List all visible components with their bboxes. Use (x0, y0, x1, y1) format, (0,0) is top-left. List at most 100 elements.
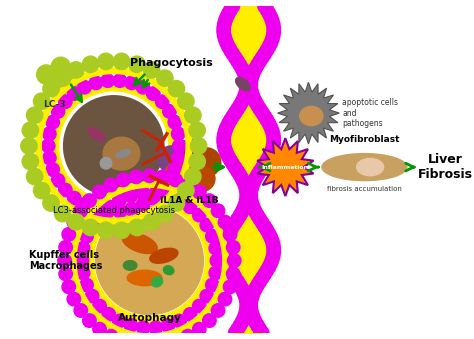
Circle shape (240, 186, 254, 200)
Circle shape (245, 304, 258, 318)
Circle shape (137, 187, 150, 200)
Circle shape (169, 335, 182, 339)
Circle shape (251, 58, 264, 72)
Circle shape (55, 205, 71, 222)
Circle shape (200, 290, 213, 303)
Circle shape (223, 227, 237, 241)
Circle shape (247, 201, 260, 215)
Circle shape (157, 70, 173, 86)
Circle shape (239, 183, 253, 196)
Circle shape (36, 65, 56, 84)
Circle shape (231, 102, 245, 116)
Circle shape (124, 319, 138, 332)
Circle shape (85, 290, 99, 303)
Circle shape (104, 330, 118, 339)
Circle shape (55, 70, 71, 86)
Circle shape (136, 80, 150, 94)
Circle shape (251, 99, 264, 112)
Circle shape (34, 182, 50, 199)
Circle shape (183, 308, 197, 321)
Circle shape (218, 18, 231, 31)
Circle shape (222, 227, 235, 240)
Circle shape (43, 151, 56, 165)
Circle shape (253, 322, 266, 336)
Circle shape (21, 138, 37, 154)
Circle shape (218, 29, 231, 42)
Circle shape (220, 121, 233, 134)
Circle shape (246, 87, 259, 101)
Circle shape (210, 254, 224, 267)
Circle shape (239, 293, 253, 306)
Circle shape (237, 91, 251, 105)
Circle shape (224, 154, 237, 167)
Circle shape (95, 206, 203, 315)
Circle shape (264, 146, 278, 160)
Circle shape (235, 172, 249, 185)
Polygon shape (257, 138, 313, 196)
Circle shape (264, 231, 278, 244)
Circle shape (238, 179, 252, 193)
Circle shape (62, 227, 75, 241)
Circle shape (231, 275, 245, 288)
Circle shape (266, 238, 280, 252)
Circle shape (233, 168, 246, 182)
Circle shape (245, 73, 258, 86)
Ellipse shape (236, 78, 250, 91)
Circle shape (222, 40, 235, 53)
Circle shape (223, 280, 237, 294)
Circle shape (244, 186, 257, 200)
Circle shape (226, 267, 239, 281)
Circle shape (129, 170, 143, 183)
Circle shape (146, 87, 160, 100)
Circle shape (265, 234, 279, 248)
Circle shape (101, 74, 114, 87)
Circle shape (192, 299, 206, 313)
Circle shape (43, 81, 59, 97)
Circle shape (78, 198, 91, 211)
Circle shape (46, 116, 59, 129)
Circle shape (218, 128, 231, 141)
Circle shape (244, 297, 257, 310)
Circle shape (237, 176, 251, 189)
Circle shape (258, 220, 271, 233)
Circle shape (238, 198, 252, 211)
Circle shape (219, 14, 232, 27)
Circle shape (117, 173, 130, 187)
Circle shape (238, 87, 252, 101)
Circle shape (93, 299, 106, 313)
Circle shape (222, 150, 235, 163)
Circle shape (244, 190, 257, 204)
Circle shape (206, 230, 219, 243)
Ellipse shape (356, 158, 383, 176)
Circle shape (267, 132, 281, 145)
Circle shape (258, 0, 271, 13)
Circle shape (27, 168, 43, 185)
Circle shape (80, 278, 93, 292)
Circle shape (228, 51, 242, 64)
Circle shape (129, 56, 145, 73)
Circle shape (124, 189, 138, 202)
Circle shape (267, 25, 281, 39)
Circle shape (191, 138, 207, 154)
Circle shape (217, 245, 230, 259)
Circle shape (235, 315, 249, 328)
Ellipse shape (103, 137, 140, 170)
Circle shape (226, 109, 239, 123)
Circle shape (253, 55, 266, 68)
Circle shape (231, 165, 244, 178)
Circle shape (228, 106, 242, 119)
Circle shape (146, 192, 160, 205)
Circle shape (59, 183, 72, 197)
Circle shape (76, 266, 90, 280)
Circle shape (238, 290, 252, 303)
Circle shape (228, 161, 242, 174)
Circle shape (245, 183, 258, 196)
Circle shape (129, 219, 145, 236)
Circle shape (183, 200, 197, 214)
Circle shape (247, 286, 260, 299)
Ellipse shape (122, 233, 157, 254)
Circle shape (190, 166, 215, 191)
Circle shape (168, 81, 185, 97)
Circle shape (219, 253, 232, 266)
Circle shape (249, 62, 262, 75)
